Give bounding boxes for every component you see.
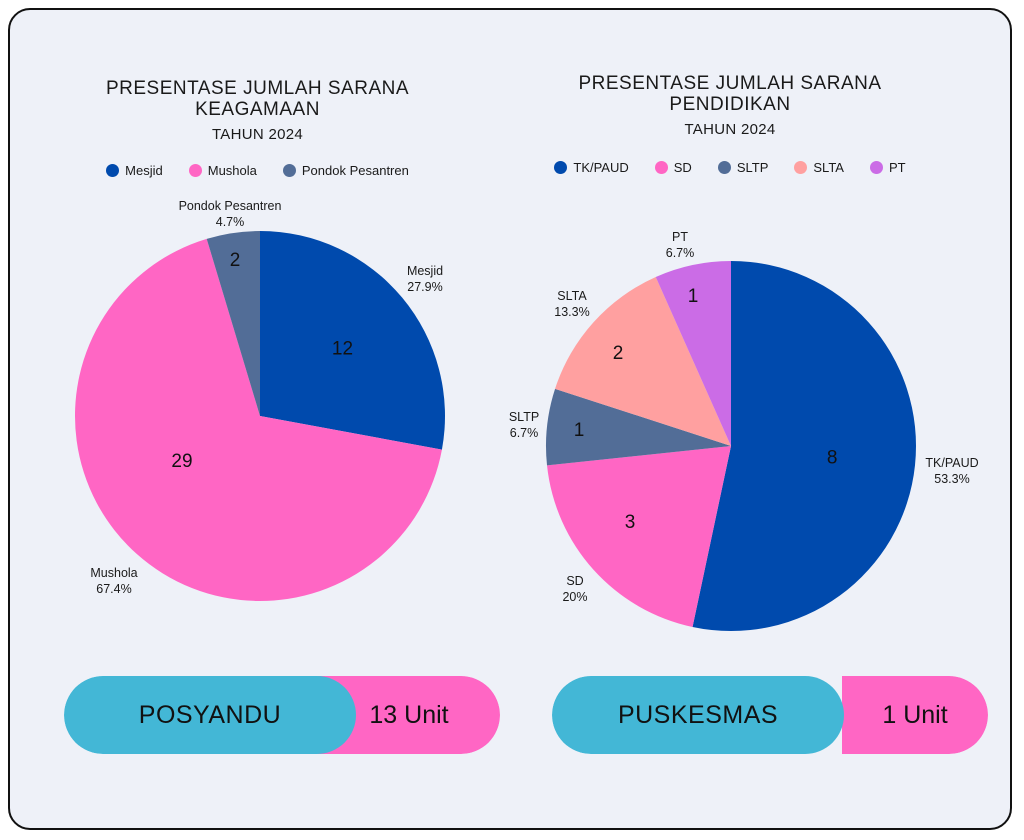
posyandu-label: POSYANDU: [64, 676, 356, 754]
puskesmas-pill: 1 Unit PUSKESMAS: [552, 676, 988, 754]
chart-keagamaan-title: PRESENTASE JUMLAH SARANA KEAGAMAAN: [60, 78, 455, 120]
pie-category-label: PT: [672, 230, 688, 244]
pie-slice-pt: [655, 261, 731, 446]
pie-value-label: 1: [688, 286, 699, 307]
chart-keagamaan-title-line2: KEAGAMAAN: [195, 99, 320, 120]
legend-item-mesjid: Mesjid: [106, 163, 163, 178]
pie-percent-label: 20%: [562, 590, 587, 604]
chart-keagamaan-legend: Mesjid Mushola Pondok Pesantren: [60, 163, 455, 178]
pie-category-label: SLTP: [509, 410, 539, 424]
legend-label: Mesjid: [125, 163, 163, 178]
legend-label: SLTA: [813, 160, 844, 175]
pie-percent-label: 67.4%: [96, 582, 131, 596]
pie-category-label: Mesjid: [407, 264, 443, 278]
pie-percent-label: 53.3%: [934, 472, 969, 486]
legend-label: SLTP: [736, 160, 769, 175]
pie-value-label: 1: [574, 420, 585, 441]
legend-item-slta: SLTA: [794, 160, 844, 175]
legend-label: Pondok Pesantren: [301, 163, 409, 178]
pie-slice-mushola: [74, 238, 442, 601]
puskesmas-value: 1 Unit: [842, 676, 988, 754]
pie-slice-slta: [555, 276, 731, 446]
pie-value-label: 8: [827, 448, 838, 469]
legend-label: TK/PAUD: [573, 160, 629, 175]
pie-category-label: Pondok Pesantren: [179, 199, 282, 213]
legend-item-mushola: Mushola: [188, 163, 257, 178]
legend-item-sd: SD: [654, 160, 692, 175]
pie-value-label: 2: [230, 250, 241, 271]
chart-pendidikan-legend: TK/PAUD SD SLTP SLTA PT: [540, 160, 920, 175]
pie-slice-tk-paud: [692, 261, 916, 631]
pie-percent-label: 13.3%: [554, 305, 589, 319]
pie-category-label: SLTA: [557, 289, 587, 303]
pie-slice-mesjid: [260, 231, 445, 450]
legend-swatch: [282, 164, 296, 177]
pie-percent-label: 6.7%: [666, 246, 695, 260]
pie-category-label: TK/PAUD: [925, 456, 978, 470]
chart-keagamaan-pie: 12 Mesjid 27.9% 29 Mushola 67.4% 2 Pondok Pesan…: [74, 199, 445, 601]
pie-category-label: SD: [566, 574, 583, 588]
legend-swatch: [106, 164, 120, 177]
pie-slice-sd: [547, 446, 731, 627]
legend-swatch: [717, 161, 731, 174]
chart-keagamaan-subtitle: TAHUN 2024: [211, 126, 304, 143]
chart-pendidikan-pie: 8 TK/PAUD 53.3% 3 SD 20% 1 SLTP 6.7% 2 SLTA 13.3% 1 P…: [509, 230, 979, 631]
posyandu-pill: 13 Unit POSYANDU: [64, 676, 500, 754]
chart-pendidikan-title-line2: PENDIDIKAN: [669, 94, 791, 115]
legend-label: Mushola: [207, 163, 257, 178]
legend-swatch: [794, 161, 808, 174]
legend-swatch: [188, 164, 202, 177]
legend-item-pt: PT: [869, 160, 906, 175]
chart-pendidikan-title-line1: PRESENTASE JUMLAH SARANA: [578, 73, 882, 94]
pie-value-label: 12: [332, 338, 353, 359]
pie-category-label: Mushola: [90, 566, 137, 580]
pie-percent-label: 4.7%: [216, 215, 245, 229]
legend-swatch: [654, 161, 668, 174]
pie-percent-label: 27.9%: [407, 280, 442, 294]
legend-label: SD: [673, 160, 692, 175]
pie-percent-label: 6.7%: [510, 426, 539, 440]
legend-swatch: [869, 161, 883, 174]
pie-slice-pondok-pesantren: [206, 231, 260, 416]
puskesmas-label: PUSKESMAS: [552, 676, 844, 754]
legend-swatch: [554, 161, 568, 174]
legend-item-pondok-pesantren: Pondok Pesantren: [282, 163, 409, 178]
pie-value-label: 29: [171, 451, 192, 472]
legend-item-sltp: SLTP: [717, 160, 769, 175]
chart-pendidikan-subtitle: TAHUN 2024: [684, 121, 776, 138]
legend-label: PT: [888, 160, 906, 175]
chart-pendidikan-title: PRESENTASE JUMLAH SARANA PENDIDIKAN: [530, 73, 930, 115]
legend-item-tk-paud: TK/PAUD: [554, 160, 629, 175]
pie-value-label: 3: [625, 512, 636, 533]
chart-keagamaan-title-line1: PRESENTASE JUMLAH SARANA: [105, 78, 410, 99]
pie-slice-sltp: [546, 388, 731, 466]
pie-value-label: 2: [613, 343, 624, 364]
